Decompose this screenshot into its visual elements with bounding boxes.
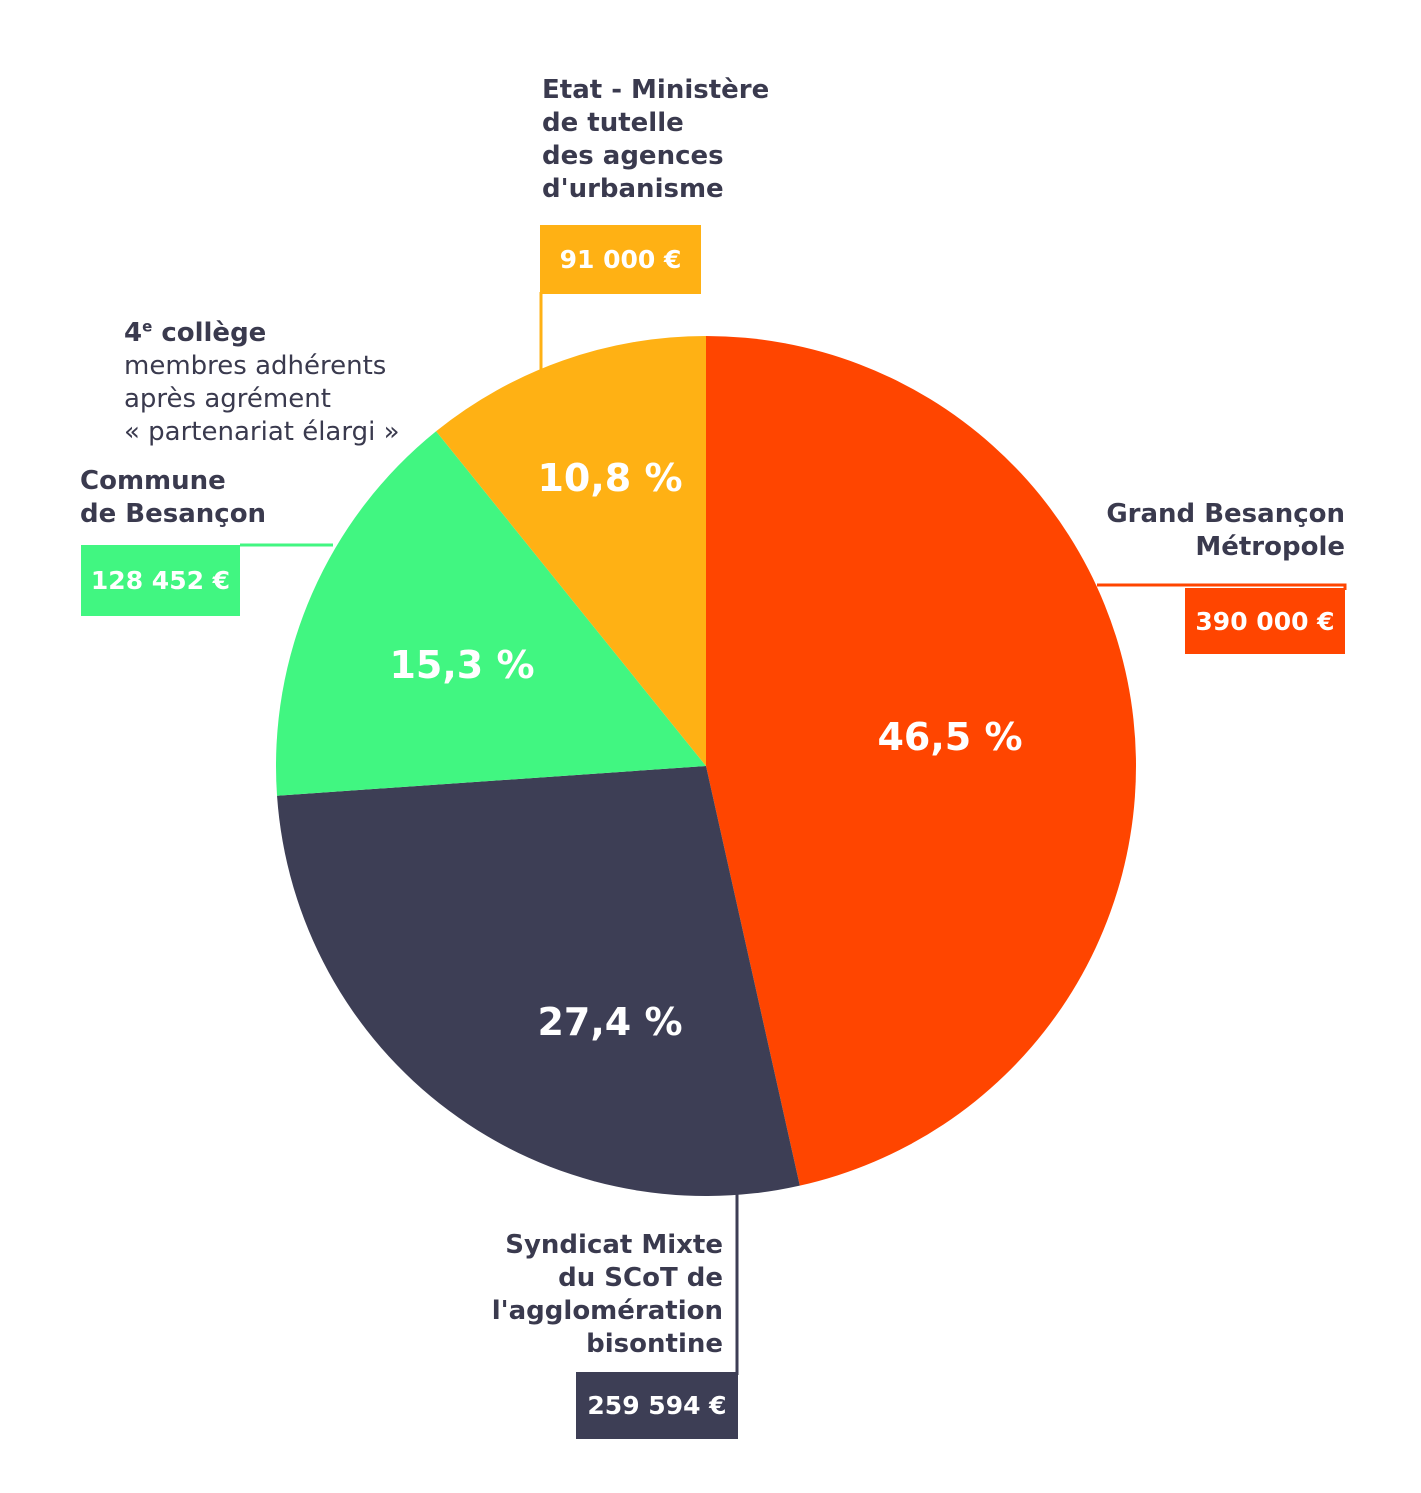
percent-label-syndicat-mixte: 27,4 % bbox=[537, 1000, 683, 1044]
percent-label-grand-besancon: 46,5 % bbox=[877, 715, 1023, 759]
fourth-college-description: membres adhérents après agrément « parte… bbox=[124, 350, 400, 447]
slice-label-syndicat-mixte: Syndicat Mixte du SCoT de l'agglomératio… bbox=[491, 1230, 723, 1359]
leader-line-grand-besancon bbox=[1097, 583, 1347, 590]
amount-box-etat: 91 000 € bbox=[540, 225, 701, 294]
fourth-college-title: 4e collège bbox=[124, 317, 267, 348]
pie-slice-commune-besancon bbox=[276, 431, 706, 796]
pie-slice-syndicat-mixte bbox=[277, 766, 800, 1196]
amount-box-commune-besancon: 128 452 € bbox=[81, 545, 240, 616]
pie-slice-grand-besancon bbox=[706, 336, 1136, 1186]
fourth-college-label: 4e collège membres adhérents après agrém… bbox=[124, 277, 400, 482]
amount-box-syndicat-mixte: 259 594 € bbox=[576, 1372, 738, 1439]
slice-label-etat: Etat - Ministère de tutelle des agences … bbox=[542, 75, 770, 204]
slice-label-grand-besancon: Grand Besançon Métropole bbox=[1106, 499, 1345, 562]
slice-label-commune-besancon: Commune de Besançon bbox=[80, 466, 267, 529]
percent-label-etat: 10,8 % bbox=[537, 456, 683, 500]
percent-label-commune-besancon: 15,3 % bbox=[389, 643, 535, 687]
amount-box-grand-besancon: 390 000 € bbox=[1185, 588, 1345, 654]
pie-slice-etat bbox=[436, 336, 706, 766]
